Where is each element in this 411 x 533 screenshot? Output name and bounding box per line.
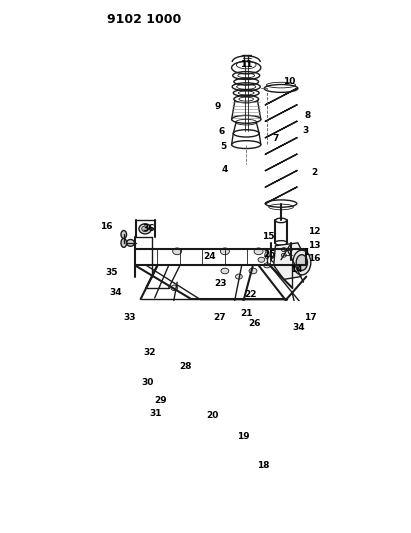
Text: 34: 34 <box>293 322 305 332</box>
Ellipse shape <box>302 348 310 357</box>
Ellipse shape <box>303 320 309 329</box>
Text: 6: 6 <box>219 127 225 136</box>
Text: 16: 16 <box>308 254 321 263</box>
Ellipse shape <box>168 305 173 313</box>
Text: 36: 36 <box>143 224 155 233</box>
Text: 18: 18 <box>257 462 269 470</box>
Polygon shape <box>274 243 306 279</box>
Text: 31: 31 <box>149 409 162 417</box>
Text: 34: 34 <box>109 288 122 297</box>
Text: 21: 21 <box>240 309 252 318</box>
Text: 4: 4 <box>222 165 228 174</box>
Ellipse shape <box>121 231 127 238</box>
Text: 29: 29 <box>154 395 166 405</box>
Text: 9: 9 <box>215 102 222 111</box>
Text: 8: 8 <box>304 111 311 120</box>
Text: 24: 24 <box>203 253 216 261</box>
Text: 25: 25 <box>263 249 276 259</box>
Text: 14: 14 <box>291 265 303 274</box>
Ellipse shape <box>142 226 148 232</box>
Ellipse shape <box>220 248 229 255</box>
Ellipse shape <box>281 248 286 252</box>
Ellipse shape <box>237 330 245 340</box>
Text: 9102 1000: 9102 1000 <box>107 13 181 26</box>
Text: 23: 23 <box>214 279 226 288</box>
Text: 17: 17 <box>304 312 316 321</box>
Text: 19: 19 <box>237 432 249 441</box>
Ellipse shape <box>171 285 178 290</box>
Text: 35: 35 <box>105 268 118 277</box>
Text: 7: 7 <box>272 134 279 143</box>
Ellipse shape <box>249 268 257 274</box>
Ellipse shape <box>236 274 242 279</box>
Text: 5: 5 <box>221 142 227 151</box>
Ellipse shape <box>296 255 307 270</box>
Text: 16: 16 <box>99 222 112 231</box>
Text: 27: 27 <box>213 313 226 322</box>
Text: 28: 28 <box>179 362 192 371</box>
Text: 12: 12 <box>308 227 321 236</box>
Ellipse shape <box>166 334 171 340</box>
Text: 15: 15 <box>263 232 275 240</box>
Ellipse shape <box>121 238 127 247</box>
Ellipse shape <box>258 257 265 262</box>
Text: 13: 13 <box>308 241 321 250</box>
Text: 3: 3 <box>302 126 308 135</box>
Text: 22: 22 <box>244 290 256 299</box>
Text: 32: 32 <box>143 348 156 357</box>
Text: 20: 20 <box>206 411 219 421</box>
Ellipse shape <box>254 248 263 255</box>
Ellipse shape <box>166 327 171 333</box>
Ellipse shape <box>281 253 286 257</box>
Ellipse shape <box>169 320 174 326</box>
Text: 2: 2 <box>312 168 318 177</box>
Ellipse shape <box>265 252 269 259</box>
Ellipse shape <box>139 224 151 234</box>
Ellipse shape <box>235 306 246 320</box>
Text: 30: 30 <box>142 378 154 386</box>
Ellipse shape <box>263 263 270 268</box>
Ellipse shape <box>300 317 312 332</box>
Text: 26: 26 <box>248 319 261 328</box>
Ellipse shape <box>168 313 173 319</box>
Ellipse shape <box>127 239 134 246</box>
Text: 10: 10 <box>283 77 296 86</box>
Ellipse shape <box>221 268 229 274</box>
Text: 11: 11 <box>240 60 252 69</box>
Ellipse shape <box>173 248 182 255</box>
Text: 33: 33 <box>123 312 136 321</box>
Ellipse shape <box>293 250 311 275</box>
Text: 1: 1 <box>303 248 309 257</box>
